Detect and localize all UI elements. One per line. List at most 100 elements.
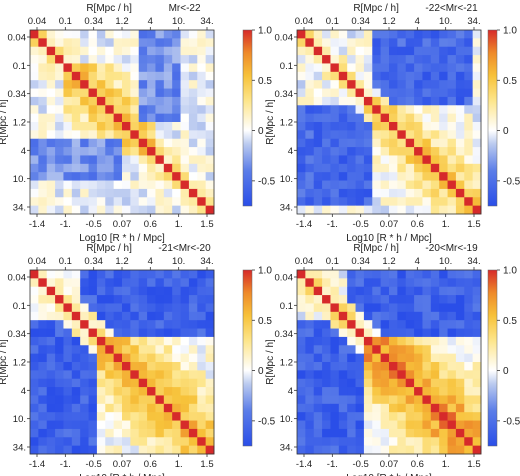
heatmap-cell xyxy=(464,395,474,405)
heatmap-cell xyxy=(155,353,165,363)
heatmap-cell xyxy=(447,286,457,296)
bottom-tick-label: 0.6 xyxy=(144,219,157,230)
heatmap-cell xyxy=(205,336,215,346)
heatmap-cell xyxy=(455,445,465,455)
top-tick-label: 0.04 xyxy=(295,256,314,267)
heatmap-cell xyxy=(155,286,165,296)
heatmap-cell xyxy=(38,205,48,215)
heatmap-cell xyxy=(439,270,448,279)
heatmap-cell xyxy=(96,55,106,64)
heatmap-cell xyxy=(313,353,323,363)
heatmap-cell xyxy=(96,30,106,39)
heatmap-cell xyxy=(138,445,148,455)
heatmap-cell xyxy=(138,163,148,173)
heatmap-cell xyxy=(455,163,465,173)
heatmap-cell xyxy=(430,180,440,190)
heatmap-cell xyxy=(447,96,457,106)
heatmap-cell xyxy=(464,122,474,131)
heatmap-cell xyxy=(455,105,465,115)
heatmap-cell xyxy=(397,286,407,296)
heatmap-cell xyxy=(414,311,423,321)
heatmap-cell xyxy=(472,395,482,405)
heatmap-cell xyxy=(414,147,423,156)
heatmap-cell xyxy=(188,147,198,156)
left-tick-label: 10. xyxy=(13,174,26,185)
heatmap-cell xyxy=(430,80,440,89)
bottom-tick-label: -0.5 xyxy=(352,459,368,470)
heatmap-cell xyxy=(405,63,415,73)
heatmap-cell xyxy=(414,180,423,190)
heatmap-cell xyxy=(105,205,115,215)
heatmap-cell xyxy=(338,286,348,296)
heatmap-cell xyxy=(297,378,306,388)
heatmap-cell xyxy=(389,286,398,296)
heatmap-cell xyxy=(455,188,465,198)
heatmap-cell xyxy=(80,96,89,106)
heatmap-cell xyxy=(122,71,131,81)
heatmap-cell xyxy=(105,345,115,355)
heatmap-cell xyxy=(363,105,373,115)
heatmap-cell xyxy=(363,130,373,140)
heatmap-cell xyxy=(197,197,207,207)
heatmap-cell xyxy=(63,71,73,81)
heatmap-cell xyxy=(455,303,465,313)
heatmap-cell xyxy=(80,320,89,329)
heatmap-cell xyxy=(122,113,131,123)
heatmap-cell xyxy=(305,63,315,73)
heatmap-cell xyxy=(430,205,440,215)
heatmap-cell xyxy=(380,328,390,338)
left-tick-label: 0.34 xyxy=(275,89,294,100)
heatmap-cell xyxy=(163,197,173,207)
heatmap-cell xyxy=(180,163,190,173)
heatmap-cell xyxy=(414,328,423,338)
heatmap-cell xyxy=(372,155,382,165)
heatmap-cell xyxy=(414,46,423,56)
heatmap-cell xyxy=(405,328,415,338)
heatmap-cell xyxy=(155,197,165,207)
heatmap-cell xyxy=(180,113,190,123)
heatmap-cell xyxy=(439,437,448,447)
heatmap-cell xyxy=(130,46,140,56)
bottom-tick-label: -1.4 xyxy=(296,459,312,470)
heatmap-cell xyxy=(464,328,474,338)
heatmap-cell xyxy=(297,270,306,279)
heatmap-cell xyxy=(472,320,482,329)
heatmap-cell xyxy=(372,353,382,363)
heatmap-cell xyxy=(422,30,432,39)
heatmap-cell xyxy=(30,46,39,56)
heatmap-cell xyxy=(63,88,73,98)
heatmap-cell xyxy=(455,403,465,413)
heatmap-cell xyxy=(363,188,373,198)
heatmap-cell xyxy=(363,395,373,405)
heatmap-cell xyxy=(305,336,315,346)
heatmap-cell xyxy=(130,378,140,388)
heatmap-cell xyxy=(405,345,415,355)
heatmap-cell xyxy=(180,378,190,388)
heatmap-cell xyxy=(163,445,173,455)
heatmap-cell xyxy=(130,445,140,455)
heatmap-cell xyxy=(205,205,215,215)
left-tick-label: 1.2 xyxy=(13,118,26,129)
heatmap-cell xyxy=(46,105,56,115)
heatmap-cell xyxy=(205,155,215,165)
heatmap-cell xyxy=(155,445,165,455)
heatmap-cell xyxy=(305,96,315,106)
top-tick-label: 34. xyxy=(467,16,480,27)
heatmap-cell xyxy=(405,80,415,89)
top-tick-label: 1.2 xyxy=(382,256,395,267)
heatmap-cell xyxy=(63,311,73,321)
heatmap-cell xyxy=(389,395,398,405)
heatmap-cell xyxy=(71,362,81,371)
heatmap-cell xyxy=(38,63,48,73)
heatmap-cell xyxy=(180,303,190,313)
heatmap-cell xyxy=(105,303,115,313)
heatmap-cell xyxy=(138,63,148,73)
heatmap-cell xyxy=(338,303,348,313)
heatmap-cell xyxy=(455,378,465,388)
heatmap-cell xyxy=(88,378,98,388)
heatmap-cell xyxy=(105,130,115,140)
heatmap-cell xyxy=(397,403,407,413)
heatmap-cell xyxy=(439,96,448,106)
heatmap-cell xyxy=(305,362,315,371)
